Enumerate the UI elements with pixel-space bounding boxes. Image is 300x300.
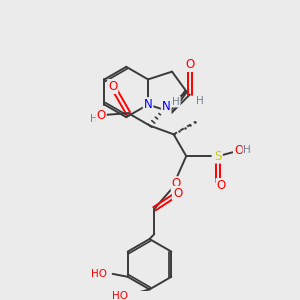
Text: S: S (214, 150, 222, 163)
Text: N: N (162, 100, 171, 113)
Text: O: O (217, 179, 226, 192)
Text: HO: HO (112, 291, 128, 300)
Text: O: O (172, 177, 181, 190)
Text: H: H (90, 114, 98, 124)
Text: HO: HO (91, 269, 107, 279)
Text: O: O (173, 187, 182, 200)
Text: O: O (97, 109, 106, 122)
Text: O: O (185, 58, 194, 71)
Text: O: O (234, 144, 243, 157)
Text: O: O (108, 80, 117, 93)
Text: H: H (172, 97, 180, 106)
Text: N: N (144, 98, 152, 111)
Text: H: H (196, 96, 203, 106)
Text: H: H (243, 145, 251, 155)
